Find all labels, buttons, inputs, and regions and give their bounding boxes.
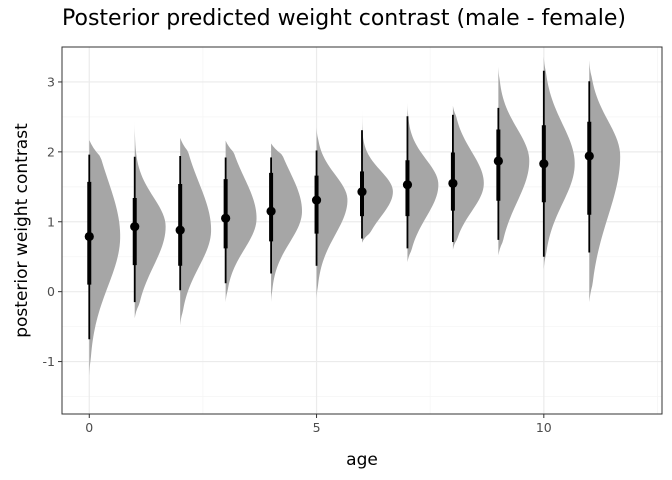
- median-point-age-4: [266, 206, 276, 216]
- chart-title: Posterior predicted weight contrast (mal…: [62, 6, 626, 31]
- violin-age-3: [225, 140, 257, 303]
- violin-age-5: [316, 127, 348, 299]
- y-tick-label: 3: [47, 74, 55, 89]
- violin-age-7: [407, 102, 439, 263]
- y-tick-label: 2: [47, 144, 55, 159]
- violin-age-2: [180, 137, 212, 326]
- violin-age-4: [271, 143, 302, 303]
- violins: [89, 56, 621, 376]
- median-point-age-10: [539, 159, 549, 169]
- median-point-age-5: [311, 195, 322, 205]
- x-tick-label: 0: [85, 420, 93, 435]
- median-point-age-1: [130, 222, 140, 232]
- y-tick-label: -1: [43, 354, 55, 369]
- median-point-age-2: [175, 225, 185, 235]
- y-axis: -1 0 1 2 3: [43, 74, 62, 369]
- violin-age-8: [452, 105, 484, 250]
- median-point-age-7: [402, 180, 413, 190]
- y-tick-label: 1: [47, 214, 55, 229]
- median-point-age-3: [221, 213, 231, 223]
- panel-border: [61, 46, 663, 415]
- x-tick-label: 10: [536, 420, 552, 435]
- median-point-age-9: [493, 156, 503, 166]
- median-point-age-0: [84, 231, 94, 242]
- median-point-age-6: [357, 187, 367, 197]
- x-axis-title: age: [346, 450, 378, 470]
- violin-age-9: [498, 66, 530, 256]
- violin-age-0: [89, 139, 121, 376]
- intervals: [84, 70, 594, 340]
- violin-age-10: [543, 56, 575, 270]
- x-axis: 0 5 10: [85, 414, 552, 435]
- median-point-age-11: [584, 151, 594, 161]
- median-point-age-8: [448, 178, 458, 188]
- y-axis-title: posterior weight contrast: [12, 123, 32, 338]
- x-tick-label: 5: [313, 420, 321, 435]
- violin-age-6: [362, 109, 393, 243]
- violin-age-11: [589, 60, 621, 303]
- y-tick-label: 0: [47, 284, 55, 299]
- violin-age-1: [134, 121, 166, 319]
